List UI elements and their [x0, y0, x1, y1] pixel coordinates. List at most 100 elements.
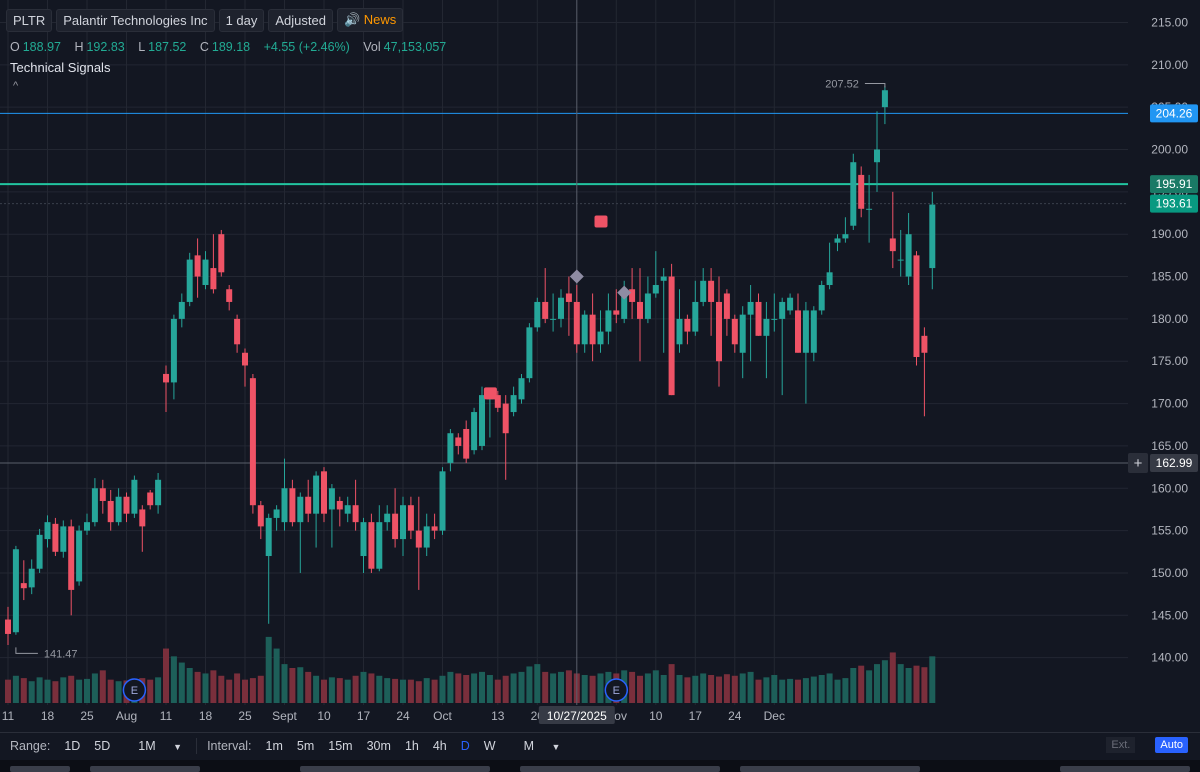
collapse-caret-icon[interactable]: ^: [13, 80, 19, 92]
crosshair-price-tag-bg: [1150, 453, 1198, 472]
news-button[interactable]: 🔊 News: [336, 8, 404, 32]
y-tick-label: 200.00: [1151, 143, 1188, 157]
volume-bar: [518, 671, 525, 703]
x-tick-label: 17: [689, 709, 703, 723]
interval-m-button[interactable]: M ▼: [510, 739, 561, 753]
candle-body: [249, 378, 256, 506]
volume-bar: [155, 677, 162, 703]
candle-body: [281, 488, 288, 523]
candle-body: [36, 534, 43, 569]
interval-30m-button[interactable]: 30m: [366, 739, 391, 753]
candle-body: [84, 522, 90, 531]
candle-body: [99, 488, 106, 501]
price-chart[interactable]: 207.52 141.47 E E 140.00 145.00 150.00 155.00 16…: [0, 0, 1200, 730]
interval-4h-button[interactable]: 4h: [432, 739, 447, 753]
candle-body: [163, 373, 169, 383]
plus-icon[interactable]: +: [1134, 455, 1143, 472]
open-label: O: [10, 40, 20, 54]
technical-signals-label[interactable]: Technical Signals: [10, 60, 111, 75]
volume-bar: [210, 670, 217, 703]
symbol-chip[interactable]: PLTR: [6, 8, 53, 32]
range-1d-button[interactable]: 1D: [64, 739, 81, 753]
candle-body: [115, 496, 122, 523]
x-tick-label: 18: [199, 709, 213, 723]
ticker-item: [300, 766, 490, 772]
range-5d-button[interactable]: 5D: [94, 739, 111, 753]
interval-1h-button[interactable]: 1h: [404, 739, 419, 753]
candle-body: [676, 318, 683, 345]
volume-bar: [692, 675, 699, 703]
volume-bar: [68, 675, 75, 703]
signal-marker-square: [483, 387, 497, 400]
candle-body: [415, 530, 422, 548]
ticker-tape: [0, 760, 1200, 772]
candle-body: [44, 522, 51, 540]
interval-chip[interactable]: 1 day: [218, 8, 265, 32]
volume-bar: [684, 677, 691, 703]
candle-body: [265, 517, 272, 557]
volume-bar: [510, 673, 517, 703]
candle-body: [463, 428, 470, 459]
y-tick-label: 180.00: [1151, 312, 1188, 326]
change-value: +4.55 (+2.46%): [263, 40, 350, 54]
range-1m-button[interactable]: 1M ▼: [124, 739, 182, 753]
interval-5m-button[interactable]: 5m: [296, 739, 315, 753]
candle-body: [597, 331, 604, 345]
candle-body: [629, 289, 636, 302]
close-label: C: [199, 40, 209, 54]
company-name[interactable]: Palantir Technologies Inc: [56, 8, 215, 32]
earnings-icon[interactable]: [122, 678, 147, 702]
volume-bar: [5, 679, 11, 703]
volume-bar: [660, 675, 667, 703]
volume-bar: [170, 656, 177, 703]
low-annotation-leader: [15, 647, 38, 654]
candle-body: [708, 280, 715, 302]
candle-body: [218, 234, 225, 273]
volume-bar: [297, 667, 304, 703]
volume-label: Vol: [363, 40, 381, 54]
candle-body: [850, 162, 857, 226]
crosshair-date-tag-bg: [538, 706, 615, 724]
volume-bar: [439, 675, 446, 703]
candle-body: [929, 204, 936, 269]
x-tick-label: 17: [357, 709, 371, 723]
candle-body: [810, 310, 817, 353]
x-tick-label: 11: [2, 709, 15, 723]
volume-bar: [265, 636, 272, 703]
volume-bar: [668, 664, 675, 703]
candle-body: [558, 297, 564, 319]
x-tick-label: Dec: [764, 709, 785, 723]
interval-1m-button[interactable]: 1m: [265, 739, 283, 753]
volume-bar: [186, 668, 193, 703]
earnings-icon[interactable]: [604, 678, 629, 702]
candle-body: [139, 509, 146, 527]
adjusted-chip[interactable]: Adjusted: [268, 8, 333, 32]
candle-body: [518, 378, 525, 400]
volume-bar: [384, 678, 391, 703]
candle-body: [392, 513, 399, 540]
interval-w-button[interactable]: W: [483, 739, 496, 753]
interval-d-button[interactable]: D: [460, 739, 470, 753]
candle-body: [739, 314, 746, 353]
extended-hours-toggle[interactable]: Ext.: [1106, 737, 1136, 753]
volume-bar: [921, 667, 928, 703]
candle-body: [534, 301, 541, 328]
candle-body: [692, 301, 699, 332]
candle-body: [60, 526, 67, 552]
candle-body: [834, 238, 841, 243]
volume-bar: [850, 668, 857, 703]
candle-body: [905, 234, 912, 277]
candle-body: [668, 276, 675, 396]
interval-15m-button[interactable]: 15m: [328, 739, 353, 753]
candle-body: [866, 208, 873, 210]
candle-body: [28, 568, 35, 588]
auto-scale-toggle[interactable]: Auto: [1155, 737, 1188, 753]
high-label: H: [74, 40, 84, 54]
volume-bar: [763, 677, 770, 703]
volume-bar: [273, 648, 280, 703]
candle-body: [439, 471, 446, 531]
candle-body: [5, 619, 11, 634]
candle-body: [652, 285, 659, 294]
volume-bar: [305, 671, 312, 703]
candle-body: [273, 509, 280, 518]
